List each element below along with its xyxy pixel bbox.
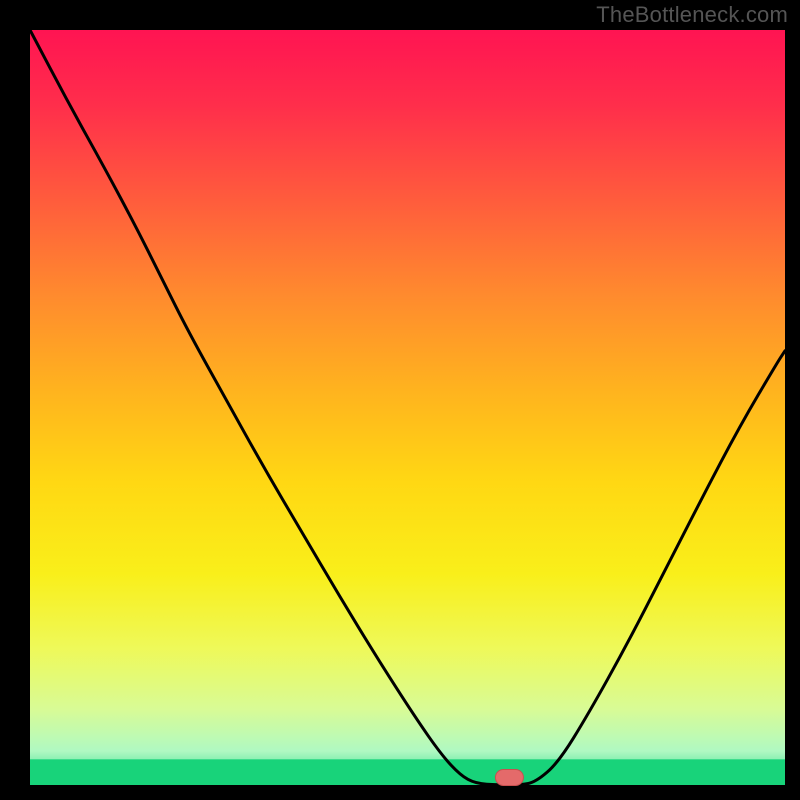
optimal-marker <box>495 769 523 785</box>
chart-svg <box>0 0 800 800</box>
watermark-text: TheBottleneck.com <box>596 2 788 28</box>
chart-container: TheBottleneck.com <box>0 0 800 800</box>
chart-background <box>30 30 785 785</box>
green-band <box>30 759 785 785</box>
